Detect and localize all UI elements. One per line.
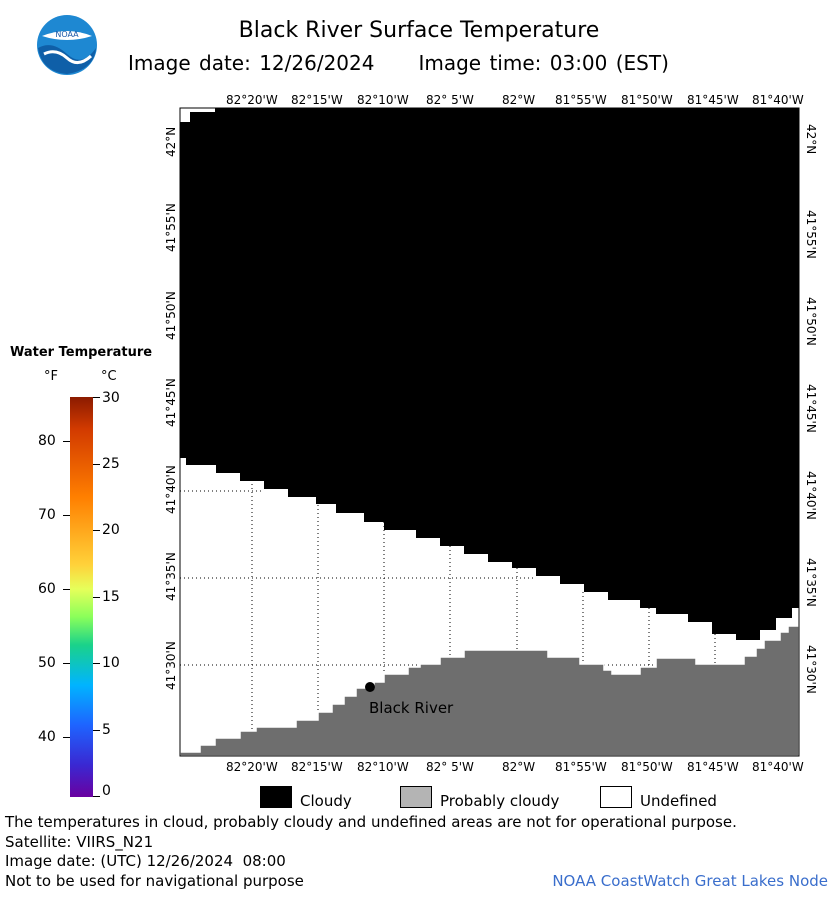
- f-tick-label: 70: [38, 507, 56, 523]
- c-tick-label: 30: [102, 390, 120, 406]
- lon-label-bottom: 82° 5'W: [426, 760, 474, 774]
- f-tickmark: [63, 441, 70, 442]
- unit-fahrenheit: °F: [44, 369, 58, 384]
- page-title: Black River Surface Temperature: [238, 18, 600, 43]
- c-tick-label: 5: [102, 722, 111, 738]
- lat-label-left: 41°55'N: [164, 203, 178, 252]
- lon-label-top: 81°45'W: [687, 93, 739, 107]
- f-tickmark: [63, 589, 70, 590]
- legend-label-probably-cloudy: Probably cloudy: [440, 792, 560, 810]
- c-tickmark: [93, 397, 100, 398]
- c-tick-label: 15: [102, 589, 120, 605]
- lat-label-left: 41°30'N: [164, 641, 178, 690]
- f-tick-label: 60: [38, 581, 56, 597]
- f-tick-label: 80: [38, 433, 56, 449]
- legend-swatch-undefined: [600, 786, 632, 808]
- f-tickmark: [63, 663, 70, 664]
- land-area: [179, 625, 800, 757]
- legend-swatch-probably-cloudy: [400, 786, 432, 808]
- lat-label-right: 41°45'N: [804, 384, 818, 433]
- lat-label-right: 41°35'N: [804, 558, 818, 607]
- lon-label-top: 81°40'W: [752, 93, 804, 107]
- black-river-marker: [365, 682, 375, 692]
- utc-date-text: Image date: (UTC) 12/26/2024 08:00: [5, 852, 286, 870]
- c-tick-label: 20: [102, 522, 120, 538]
- image-datetime: Image date: 12/26/2024 Image time: 03:00 …: [128, 51, 669, 75]
- disclaimer-text: The temperatures in cloud, probably clou…: [5, 813, 737, 831]
- legend-label-undefined: Undefined: [640, 792, 717, 810]
- lat-label-left: 42°N: [164, 126, 178, 157]
- lat-label-right: 41°40'N: [804, 471, 818, 520]
- c-tickmark: [93, 663, 100, 664]
- lon-label-bottom: 81°40'W: [752, 760, 804, 774]
- navigation-warning: Not to be used for navigational purpose: [5, 872, 304, 890]
- lat-label-right: 41°55'N: [804, 210, 818, 259]
- lat-label-left: 41°40'N: [164, 465, 178, 514]
- lat-label-right: 42°N: [804, 124, 818, 155]
- satellite-text: Satellite: VIIRS_N21: [5, 833, 154, 851]
- c-tick-label: 0: [102, 783, 111, 799]
- lon-label-top: 82°20'W: [226, 93, 278, 107]
- f-tick-label: 50: [38, 655, 56, 671]
- c-tick-label: 10: [102, 655, 120, 671]
- image-date: Image date: 12/26/2024: [128, 51, 375, 75]
- lat-label-left: 41°35'N: [164, 552, 178, 601]
- lat-label-left: 41°45'N: [164, 378, 178, 427]
- f-tickmark: [63, 737, 70, 738]
- lon-label-top: 81°50'W: [621, 93, 673, 107]
- f-tick-label: 40: [38, 729, 56, 745]
- c-tickmark: [93, 796, 100, 797]
- c-tickmark: [93, 730, 100, 731]
- c-tick-label: 25: [102, 456, 120, 472]
- lon-label-top: 82°10'W: [357, 93, 409, 107]
- lon-label-top: 82° 5'W: [426, 93, 474, 107]
- lat-label-right: 41°50'N: [804, 297, 818, 346]
- lon-label-top: 81°55'W: [555, 93, 607, 107]
- lon-label-bottom: 81°45'W: [687, 760, 739, 774]
- noaa-logo: NOAA: [36, 14, 98, 76]
- legend-label-cloudy: Cloudy: [300, 792, 352, 810]
- lon-label-bottom: 81°55'W: [555, 760, 607, 774]
- lon-label-bottom: 82°20'W: [226, 760, 278, 774]
- image-time: Image time: 03:00 (EST): [418, 51, 669, 75]
- map-frame: [179, 107, 800, 757]
- credit-text: NOAA CoastWatch Great Lakes Node: [552, 872, 828, 890]
- legend-swatch-cloudy: [260, 786, 292, 808]
- legend-title: Water Temperature: [10, 345, 153, 360]
- lon-label-bottom: 82°15'W: [291, 760, 343, 774]
- lon-label-bottom: 82°10'W: [357, 760, 409, 774]
- unit-celsius: °C: [101, 369, 117, 384]
- lat-label-right: 41°30'N: [804, 645, 818, 694]
- c-tickmark: [93, 464, 100, 465]
- lon-label-bottom: 81°50'W: [621, 760, 673, 774]
- c-tickmark: [93, 597, 100, 598]
- noaa-logo-text: NOAA: [55, 30, 79, 39]
- cloudy-area: [180, 108, 799, 640]
- c-tickmark: [93, 530, 100, 531]
- lon-label-bottom: 82°W: [502, 760, 536, 774]
- lat-label-left: 41°50'N: [164, 291, 178, 340]
- f-tickmark: [63, 515, 70, 516]
- lon-label-top: 82°15'W: [291, 93, 343, 107]
- black-river-label: Black River: [369, 699, 454, 717]
- lon-label-top: 82°W: [502, 93, 536, 107]
- temperature-colorbar: [70, 397, 93, 797]
